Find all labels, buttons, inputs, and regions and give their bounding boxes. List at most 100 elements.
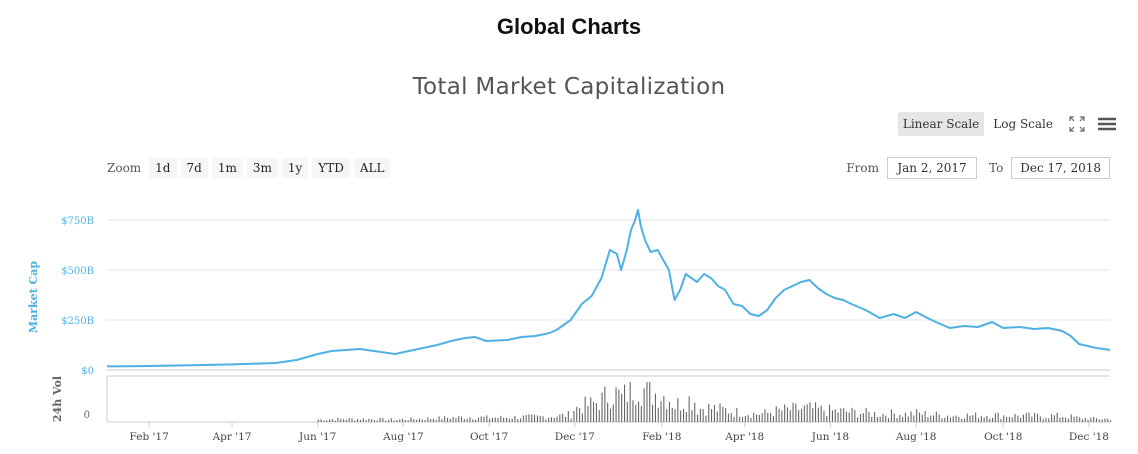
x-tick-label: Apr '18 [724,431,764,443]
volume-bar [952,416,954,422]
volume-bar [477,417,479,422]
volume-bar [739,416,741,422]
fullscreen-icon[interactable] [1066,113,1088,135]
volume-bar [708,403,710,422]
volume-bar [511,418,513,422]
volume-bar [716,411,718,422]
volume-bar [615,387,617,422]
from-date-input[interactable]: Jan 2, 2017 [887,157,977,179]
volume-bar [1070,414,1072,422]
volume-bar [890,409,892,422]
volume-bar [536,415,538,422]
volume-bar [390,418,392,422]
volume-bar [992,417,994,422]
volume-bar [756,414,758,422]
volume-bar [930,415,932,422]
volume-bar [562,413,564,422]
volume-bar [924,411,926,422]
volume-bar [393,420,395,422]
log-scale-button[interactable]: Log Scale [993,117,1053,131]
zoom-ytd-button[interactable]: YTD [312,158,350,178]
volume-bar [348,418,350,422]
zoom-7d-button[interactable]: 7d [180,158,208,178]
volume-bar [531,414,533,422]
page-title: Global Charts [496,14,642,39]
volume-bar [545,419,547,422]
volume-bar [792,402,794,422]
volume-bar [368,418,370,422]
volume-bar [1006,417,1008,422]
volume-bar [494,417,496,422]
menu-icon[interactable] [1096,113,1118,135]
volume-bar [559,414,561,422]
volume-bar [986,416,988,422]
volume-bar [876,417,878,422]
volume-bar [829,404,831,422]
volume-bar [413,419,415,422]
volume-bar [1101,419,1103,422]
volume-bar [452,417,454,422]
volume-bar [896,418,898,422]
volume-bar [486,415,488,422]
volume-bar [758,415,760,422]
volume-bar [1039,416,1041,422]
volume-bar [598,409,600,422]
zoom-all-button[interactable]: ALL [353,158,391,178]
volume-bar [1037,413,1039,422]
volume-bar [815,402,817,422]
volume-bar [407,420,409,422]
volume-bar [357,418,359,422]
volume-bar [725,408,727,422]
volume-bar [904,412,906,422]
zoom-1y-button[interactable]: 1y [281,158,309,178]
volume-bar [593,401,595,422]
volume-bar [1000,418,1002,422]
volume-bar [933,415,935,422]
zoom-1m-button[interactable]: 1m [211,158,243,178]
volume-bar [862,413,864,422]
volume-bar [666,409,668,422]
volume-bar [399,419,401,422]
volume-bar [660,401,662,422]
volume-bar [649,382,651,422]
market-cap-series-line [106,209,1111,368]
zoom-1d-button[interactable]: 1d [149,158,177,178]
volume-bar [354,420,356,422]
volume-bar [643,388,645,422]
volume-bar [753,412,755,422]
volume-bar [340,418,342,422]
volume-bar [331,419,333,422]
volume-bar [941,418,943,422]
volume-bar [927,417,929,422]
zoom-label: Zoom [107,161,142,175]
volume-bar [584,396,586,422]
linear-scale-button[interactable]: Linear Scale [897,112,985,136]
volume-bar [691,410,693,422]
volume-bar [764,409,766,422]
to-date-input[interactable]: Dec 17, 2018 [1011,157,1110,179]
volume-bar [1008,416,1010,422]
x-tick-label: Apr '17 [212,431,252,443]
volume-bar [823,411,825,422]
volume-bar [742,417,744,422]
volume-bar [612,404,614,422]
volume-bar [323,420,325,422]
volume-bar [837,412,839,422]
volume-bar [1053,415,1055,422]
volume-bar [831,410,833,422]
volume-bar [497,417,499,422]
volume-bar [376,420,378,422]
volume-bar [371,419,373,422]
x-tick-label: Dec '17 [555,431,595,443]
volume-bar [1084,417,1086,422]
volume-bar [320,419,322,422]
volume-bar [480,416,482,422]
x-tick-label: Feb '17 [130,431,169,443]
volume-bar [770,413,772,422]
volume-bar [1003,415,1005,422]
zoom-3m-button[interactable]: 3m [246,158,278,178]
volume-bar [1093,416,1095,422]
volume-bar [848,412,850,422]
volume-bar [489,418,491,422]
volume-bar [778,408,780,422]
